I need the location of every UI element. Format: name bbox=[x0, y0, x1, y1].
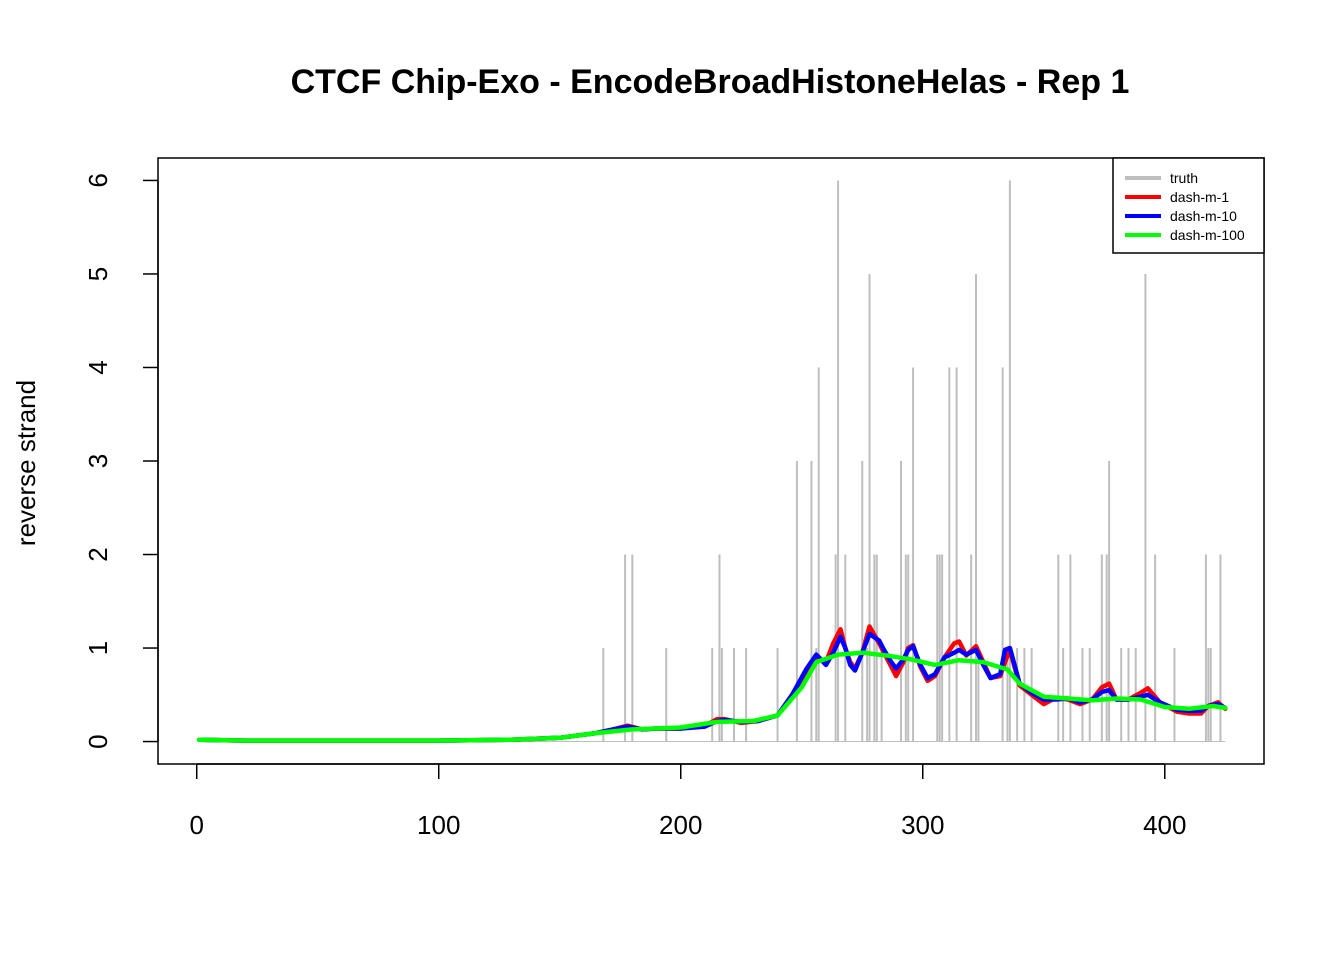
truth-bars bbox=[199, 180, 1226, 743]
legend-label: truth bbox=[1170, 170, 1198, 186]
series-lines bbox=[196, 624, 1228, 743]
y-tick-label: 2 bbox=[83, 547, 113, 561]
y-tick-label: 0 bbox=[83, 734, 113, 748]
legend-label: dash-m-100 bbox=[1170, 227, 1245, 243]
y-tick-label: 6 bbox=[83, 173, 113, 187]
legend-label: dash-m-1 bbox=[1170, 189, 1229, 205]
x-axis: 0 100 200 300 400 bbox=[189, 763, 1186, 840]
y-tick-label: 5 bbox=[83, 267, 113, 281]
y-tick-label: 4 bbox=[83, 360, 113, 374]
x-tick-label: 300 bbox=[901, 810, 944, 840]
plot-frame bbox=[157, 157, 1265, 765]
legend-label: dash-m-10 bbox=[1170, 208, 1237, 224]
legend-box bbox=[1112, 157, 1265, 254]
chart-title: CTCF Chip-Exo - EncodeBroadHistoneHelas … bbox=[291, 63, 1130, 101]
y-tick-label: 3 bbox=[83, 454, 113, 468]
x-tick-label: 400 bbox=[1143, 810, 1186, 840]
series-line-dash-m-100 bbox=[196, 650, 1228, 743]
x-tick-label: 100 bbox=[417, 810, 460, 840]
y-axis-label: reverse strand bbox=[11, 380, 41, 546]
x-tick-label: 0 bbox=[189, 810, 203, 840]
legend: truth dash-m-1 dash-m-10 dash-m-100 bbox=[1112, 157, 1265, 254]
y-axis: 0 1 2 3 4 5 6 bbox=[83, 173, 159, 749]
y-tick-label: 1 bbox=[83, 641, 113, 655]
x-tick-label: 200 bbox=[659, 810, 702, 840]
